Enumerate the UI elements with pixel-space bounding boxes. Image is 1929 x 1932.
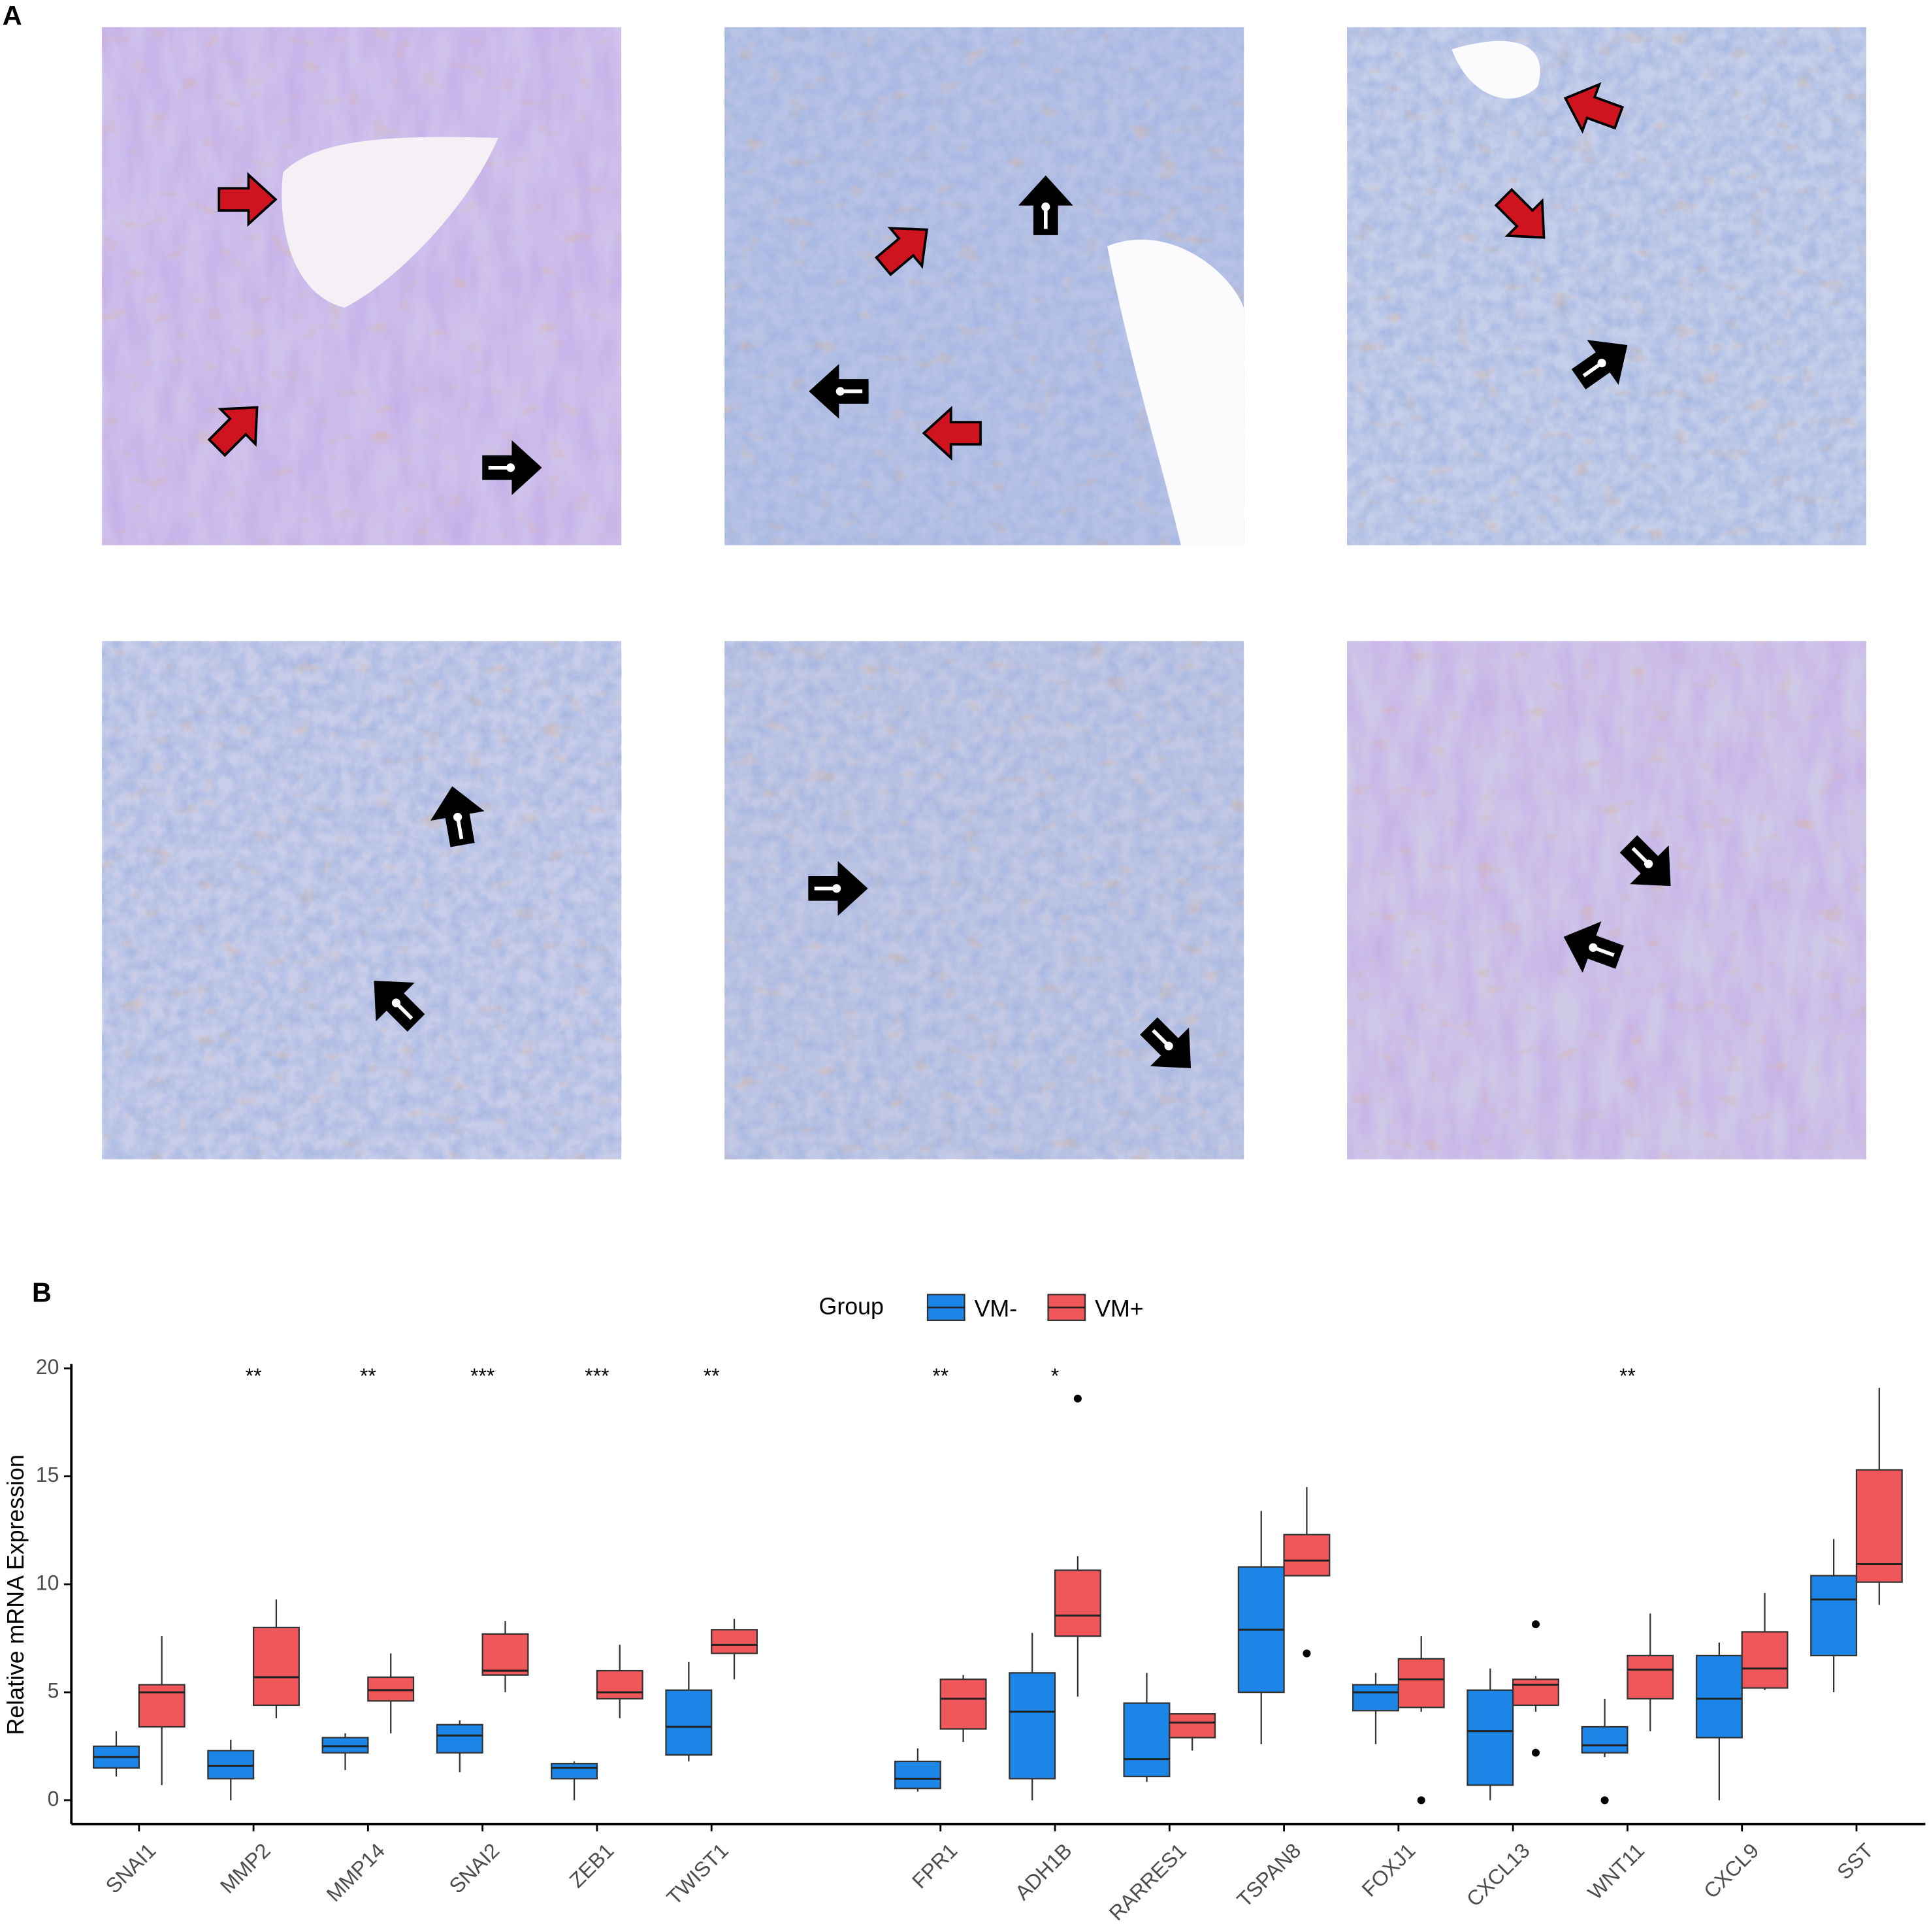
panel-label: A	[3, 0, 22, 31]
arrow	[808, 862, 867, 915]
legend-title: Group	[819, 1293, 884, 1319]
x-tick-label: SNAI1	[101, 1839, 161, 1898]
x-tick-label: MMP14	[322, 1839, 389, 1906]
y-tick-label: 5	[48, 1679, 59, 1703]
box	[1009, 1672, 1056, 1780]
significance-label: ***	[470, 1364, 494, 1388]
x-tick-label: FPR1	[907, 1839, 962, 1893]
box	[1283, 1533, 1331, 1577]
box	[1512, 1678, 1559, 1707]
box	[436, 1724, 483, 1754]
box	[252, 1626, 300, 1707]
box	[551, 1763, 598, 1780]
box	[321, 1737, 369, 1754]
x-tick-label: WNT11	[1583, 1839, 1649, 1904]
x-tick-label: ZEB1	[565, 1839, 619, 1892]
box	[207, 1750, 255, 1780]
arrow-dot	[453, 813, 462, 822]
box	[1054, 1569, 1101, 1637]
box	[1467, 1689, 1514, 1786]
box	[1169, 1713, 1216, 1739]
box	[1695, 1654, 1743, 1739]
arrow-dot	[1164, 1041, 1173, 1051]
y-tick-label: 15	[36, 1463, 59, 1486]
vessel-texture	[1347, 641, 1866, 1160]
lumen	[282, 137, 498, 308]
arrow	[356, 963, 434, 1041]
significance-label: ***	[585, 1364, 609, 1388]
box	[939, 1678, 987, 1730]
x-tick-label: SST	[1832, 1839, 1877, 1884]
vessel-texture	[724, 641, 1244, 1160]
y-tick-label: 10	[36, 1571, 59, 1594]
boxplot-chart: Group Relative mRNA Expression 0 5 10 15 20 S…	[3, 1293, 1926, 1925]
arrow-dot	[391, 998, 401, 1007]
legend-label: VM+	[1095, 1296, 1144, 1322]
outlier	[1600, 1796, 1609, 1805]
box	[138, 1684, 186, 1728]
arrow-dot	[1041, 202, 1050, 212]
x-tick-label: CXCL9	[1699, 1839, 1763, 1903]
arrow-dot	[1589, 943, 1598, 952]
significance-label: **	[704, 1364, 720, 1388]
box	[1397, 1658, 1445, 1709]
box	[894, 1760, 941, 1790]
outlier	[1073, 1394, 1082, 1403]
x-tick-label: ADH1B	[1011, 1839, 1077, 1905]
y-tick-label: 0	[48, 1787, 59, 1810]
outlier	[1303, 1649, 1311, 1658]
box	[1810, 1575, 1858, 1657]
micrographs	[102, 27, 1866, 1160]
box	[367, 1676, 415, 1702]
arrow	[1610, 826, 1689, 904]
outlier	[1417, 1796, 1425, 1805]
arrow-dot	[835, 387, 845, 396]
significance-label: **	[246, 1364, 262, 1388]
box	[1581, 1726, 1629, 1754]
arrow-dot	[1597, 359, 1606, 368]
box	[1123, 1702, 1171, 1778]
arrow	[1555, 913, 1629, 981]
vessel-texture	[102, 641, 622, 1160]
box	[1352, 1684, 1399, 1712]
lumen	[1107, 239, 1244, 546]
arrow	[427, 782, 488, 849]
arrow	[1564, 325, 1642, 401]
x-tick-label: FOXJ1	[1357, 1839, 1420, 1901]
box	[1855, 1469, 1903, 1583]
x-tick-label: MMP2	[216, 1839, 275, 1898]
arrow-dot	[1644, 859, 1653, 868]
x-tick-label: RARRES1	[1105, 1839, 1191, 1925]
legend-label: VM-	[975, 1296, 1018, 1322]
arrow	[1020, 176, 1072, 235]
x-tick-label: TSPAN8	[1232, 1839, 1305, 1912]
lumen	[1451, 41, 1540, 99]
significance-label: **	[932, 1364, 948, 1388]
box	[481, 1633, 529, 1676]
significance-label: **	[1619, 1364, 1636, 1388]
box	[1627, 1654, 1674, 1700]
box	[596, 1669, 643, 1700]
arrow-dot	[506, 463, 515, 472]
outlier	[1531, 1748, 1540, 1757]
arrow	[482, 442, 542, 494]
arrow-dot	[832, 884, 841, 893]
x-tick-label: SNAI2	[444, 1839, 504, 1898]
x-tick-label: CXCL13	[1462, 1839, 1534, 1911]
significance-label: **	[360, 1364, 376, 1388]
box	[711, 1629, 758, 1654]
box	[665, 1689, 713, 1756]
panel-label: B	[32, 1277, 52, 1308]
x-tick-label: TWIST1	[662, 1839, 732, 1909]
arrow	[809, 365, 869, 418]
box	[1741, 1631, 1789, 1689]
outlier	[1531, 1620, 1540, 1629]
y-tick-label: 20	[36, 1355, 59, 1379]
significance-label: *	[1051, 1364, 1059, 1388]
arrow	[1131, 1008, 1208, 1086]
y-axis-label: Relative mRNA Expression	[3, 1454, 29, 1735]
